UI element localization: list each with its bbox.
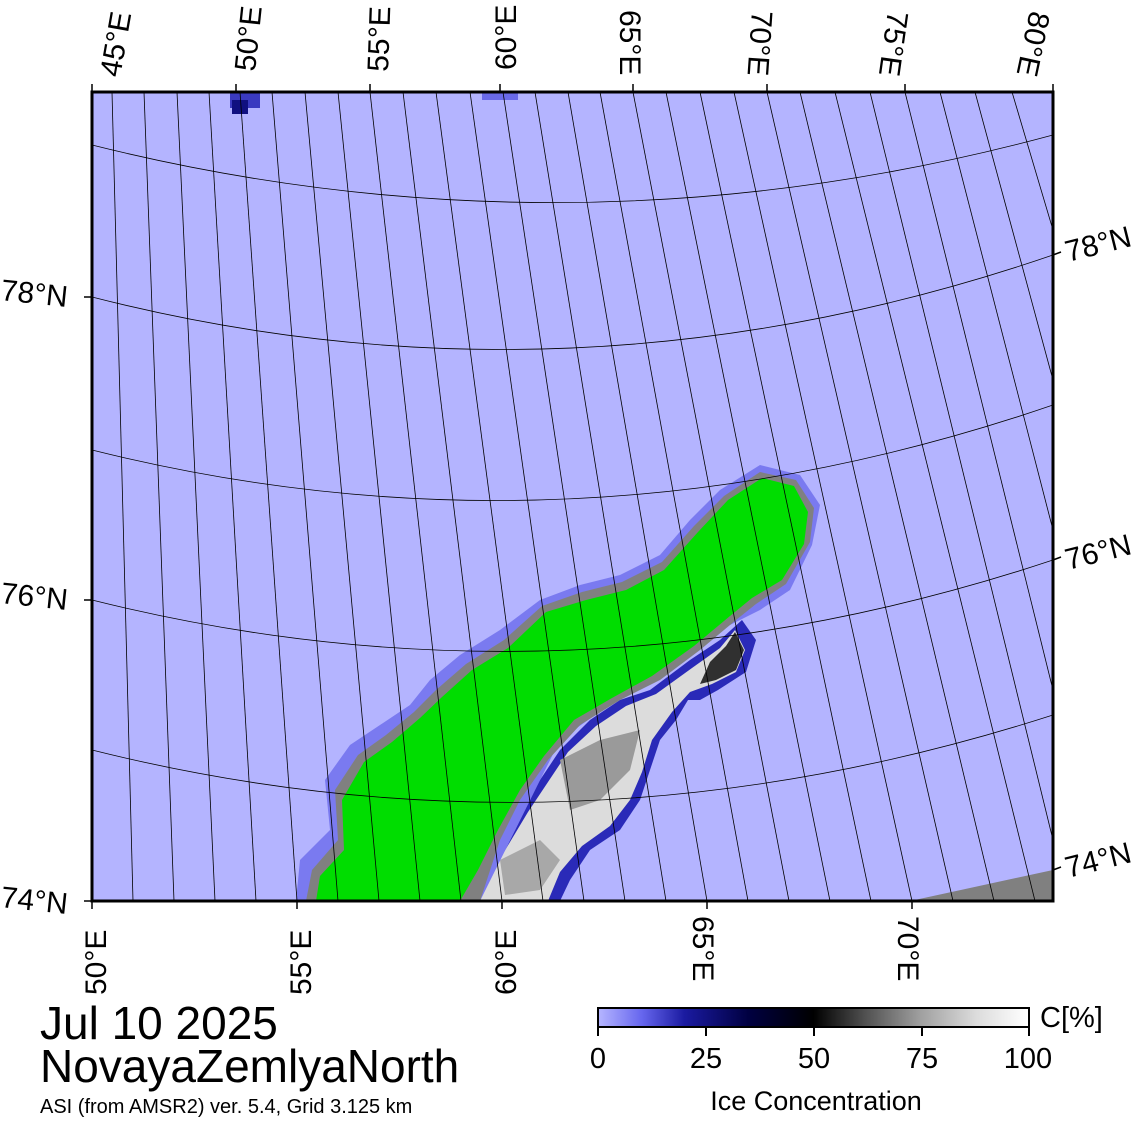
map-frame xyxy=(90,90,1055,903)
right-lat-label: 76°N xyxy=(1062,529,1135,577)
mainland-shadow xyxy=(910,870,1053,901)
map-date-title: Jul 10 2025 xyxy=(40,997,278,1049)
right-lat-label: 78°N xyxy=(1062,221,1135,269)
novaya-zemlya-land xyxy=(316,478,808,901)
colorbar-tick xyxy=(921,1028,923,1036)
colorbar-label: 0 xyxy=(589,1043,607,1075)
top-lon-label: 80°E xyxy=(1010,9,1056,80)
bottom-lon-label: 60°E xyxy=(490,930,523,995)
island-fragment xyxy=(482,92,518,100)
colorbar-label: 50 xyxy=(797,1043,831,1075)
top-lon-label: 60°E xyxy=(490,5,523,70)
bottom-lon-label: 65°E xyxy=(686,916,719,981)
colorbar-label: 100 xyxy=(1003,1043,1053,1075)
bottom-lon-label: 50°E xyxy=(80,930,113,995)
sea-ice-gray-patch xyxy=(560,730,640,810)
map-figure: 45°E 50°E 55°E 60°E 65°E 70°E 75°E 80°E … xyxy=(0,4,1135,995)
map-source-subtitle: ASI (from AMSR2) ver. 5.4, Grid 3.125 km xyxy=(40,1096,413,1118)
top-lon-label: 55°E xyxy=(362,6,397,73)
top-lon-label: 65°E xyxy=(613,10,646,75)
graticule xyxy=(92,92,1053,901)
frame-ticks xyxy=(84,84,1062,909)
left-lat-label: 76°N xyxy=(0,577,69,617)
colorbar-tick xyxy=(705,1028,707,1036)
colorbar-label: 25 xyxy=(689,1043,723,1075)
top-lon-label: 70°E xyxy=(740,10,777,78)
top-lon-label: 50°E xyxy=(229,4,269,72)
colorbar-tick xyxy=(1028,1028,1030,1036)
colorbar-tick xyxy=(813,1028,815,1036)
bottom-lon-label: 55°E xyxy=(285,930,318,995)
colorbar-unit: C[%] xyxy=(1040,1002,1103,1034)
top-lon-label: 75°E xyxy=(872,9,914,78)
top-lon-label: 45°E xyxy=(94,9,138,79)
sea-ice-gray-patch-2 xyxy=(500,840,560,895)
left-lat-label: 74°N xyxy=(0,881,69,921)
bottom-lon-label: 70°E xyxy=(891,916,924,981)
colorbar-label: 75 xyxy=(905,1043,939,1075)
sea-ice-dark-core xyxy=(700,632,744,684)
map-region-title: NovayaZemlyaNorth xyxy=(40,1040,460,1092)
island-fragment xyxy=(232,100,248,114)
left-lat-label: 78°N xyxy=(0,274,69,314)
colorbar-tick xyxy=(597,1028,599,1036)
colorbar xyxy=(597,1007,1030,1028)
colorbar-title: Ice Concentration xyxy=(710,1086,922,1116)
right-lat-label: 74°N xyxy=(1062,837,1135,885)
